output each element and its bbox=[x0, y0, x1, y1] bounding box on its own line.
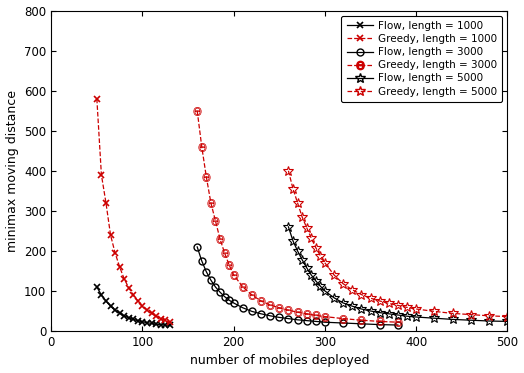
X-axis label: number of mobiles deployed: number of mobiles deployed bbox=[190, 354, 369, 367]
Legend: Flow, length = 1000, Greedy, length = 1000, Flow, length = 3000, Greedy, length : Flow, length = 1000, Greedy, length = 10… bbox=[341, 16, 502, 102]
Y-axis label: minimax moving distance: minimax moving distance bbox=[6, 90, 18, 252]
